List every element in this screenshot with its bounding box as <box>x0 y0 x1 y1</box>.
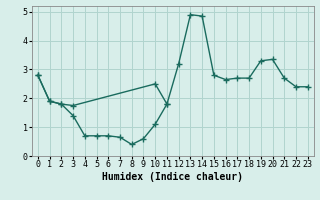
X-axis label: Humidex (Indice chaleur): Humidex (Indice chaleur) <box>102 172 243 182</box>
